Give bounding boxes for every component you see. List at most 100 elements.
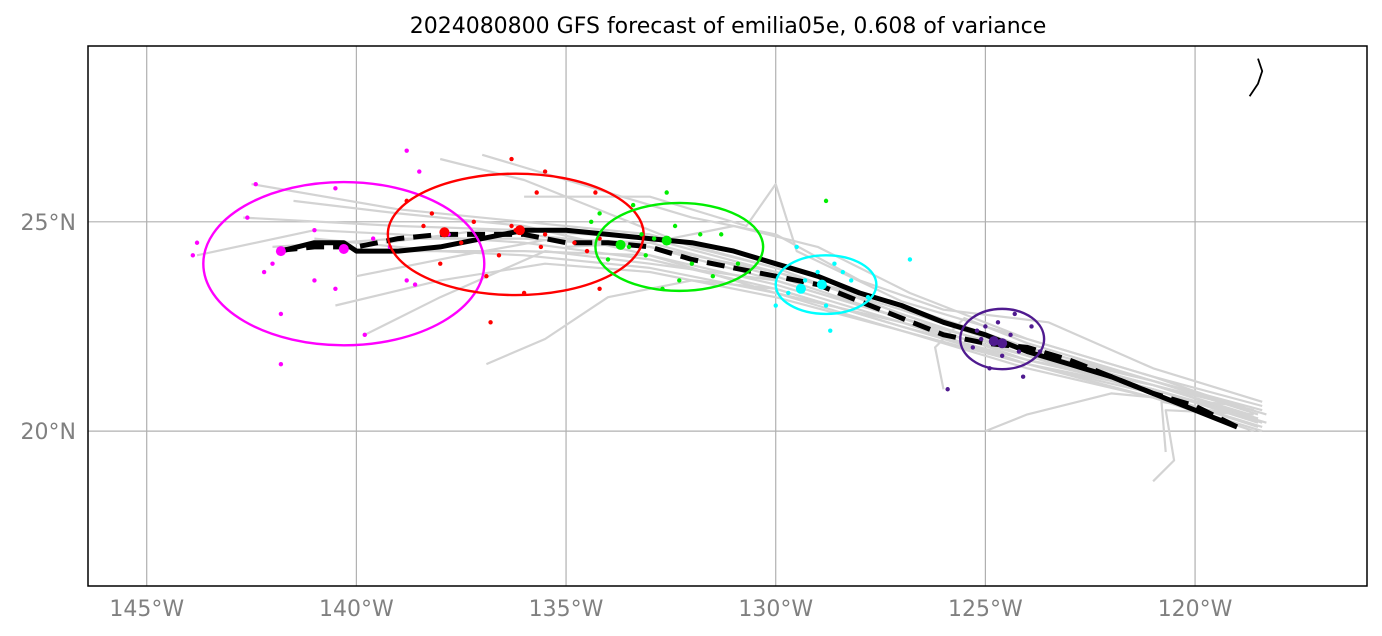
ensemble-point: [270, 261, 275, 266]
ensemble-point: [370, 236, 376, 241]
spread-ellipse: [202, 180, 486, 347]
ensemble-point: [584, 248, 590, 254]
ensemble-point: [672, 223, 678, 229]
ensemble-point: [840, 269, 846, 275]
ensemble-point: [979, 336, 984, 342]
plot-area: [87, 45, 1368, 587]
ensemble-point: [509, 223, 514, 229]
x-tick-label: 125°W: [948, 597, 1023, 622]
ensemble-point: [417, 169, 422, 174]
mean-point: [514, 225, 525, 236]
ensemble-point: [995, 320, 1001, 325]
mean-point: [338, 244, 349, 255]
mean-track-dashed: [272, 231, 1239, 430]
ensemble-point: [1020, 374, 1026, 379]
y-tick-label: 25°N: [21, 211, 76, 236]
ensemble-point: [278, 361, 284, 367]
ensemble-point: [471, 219, 476, 225]
ensemble-point: [404, 148, 409, 153]
mean-point: [661, 235, 672, 246]
ensemble-point: [1012, 311, 1017, 317]
ensemble-point: [823, 303, 829, 308]
ensemble-point: [689, 261, 695, 266]
ensemble-point: [719, 232, 724, 237]
ensemble-point: [261, 269, 267, 275]
ensemble-point: [1037, 349, 1043, 354]
ensemble-point: [278, 311, 284, 317]
ensemble-point: [626, 244, 632, 250]
ensemble-track: [524, 183, 1263, 408]
ensemble-point: [832, 261, 837, 266]
ensemble-point: [597, 211, 602, 216]
ensemble-point: [865, 294, 871, 300]
ensemble-point: [974, 328, 980, 333]
ensemble-point: [698, 232, 703, 237]
spread-ellipse: [594, 201, 765, 293]
ensemble-point: [509, 156, 514, 162]
ensemble-point: [572, 240, 577, 245]
ensemble-point: [521, 290, 527, 296]
ensemble-point: [1008, 332, 1013, 338]
coastline: [1248, 58, 1264, 97]
ensemble-track: [398, 250, 1263, 433]
ensemble-point: [438, 261, 443, 266]
ensemble-point: [421, 223, 426, 229]
ensemble-point: [735, 261, 741, 266]
ensemble-point: [429, 211, 435, 216]
ensemble-point: [639, 232, 644, 237]
ensemble-point: [1029, 324, 1034, 329]
ensemble-point: [651, 236, 657, 241]
ensemble-point: [484, 274, 489, 279]
ensemble-point: [945, 387, 950, 392]
ensemble-point: [333, 186, 338, 191]
ensemble-point: [643, 253, 648, 258]
mean-point: [795, 283, 806, 294]
ensemble-point: [312, 278, 317, 283]
ensemble-track: [1160, 400, 1259, 453]
mean-point: [816, 279, 827, 290]
ensemble-point: [589, 219, 594, 225]
ensemble-point: [710, 274, 716, 279]
plot-frame: [87, 45, 1368, 587]
mean-point: [615, 239, 626, 250]
ensemble-point: [496, 253, 502, 258]
ensemble-track: [243, 216, 1267, 416]
spread-ellipse: [959, 307, 1046, 371]
x-tick-label: 135°W: [529, 597, 604, 622]
ensemble-point: [773, 303, 778, 308]
ensemble-point: [404, 198, 409, 204]
ensemble-point: [597, 286, 602, 291]
ensemble-point: [664, 190, 669, 195]
ensemble-point: [404, 278, 409, 283]
ensemble-point: [794, 244, 799, 250]
ensemble-point: [1016, 349, 1022, 354]
axis-ticks: 145°W 140°W 135°W 130°W 125°W 120°W 25°N 20°N: [21, 211, 1233, 622]
ensemble-point: [542, 169, 548, 174]
ensemble-point: [253, 181, 258, 187]
mean-track-solid: [280, 227, 1238, 430]
ensemble-point: [660, 286, 665, 291]
ensemble-point: [605, 257, 611, 262]
ensemble-point: [542, 232, 548, 237]
ensemble-point: [190, 253, 196, 258]
x-tick-label: 120°W: [1158, 597, 1233, 622]
ensemble-point: [999, 353, 1005, 358]
ensemble-point: [849, 278, 854, 283]
ensemble-point: [459, 240, 464, 245]
ensemble-point: [677, 278, 682, 283]
ensemble-point: [786, 290, 791, 296]
ensemble-point: [593, 190, 598, 195]
ensemble-point: [534, 190, 539, 195]
ensemble-point: [362, 332, 367, 338]
ensemble-point: [987, 366, 992, 371]
mean-point: [439, 227, 450, 238]
chart-title: 2024080800 GFS forecast of emilia05e, 0.…: [410, 14, 1047, 39]
ensemble-point: [194, 240, 200, 245]
ensemble-point: [333, 286, 338, 291]
ensemble-point: [538, 244, 544, 250]
ensemble-track: [335, 262, 1255, 433]
mean-point: [997, 338, 1008, 349]
ensemble-point: [815, 269, 820, 275]
